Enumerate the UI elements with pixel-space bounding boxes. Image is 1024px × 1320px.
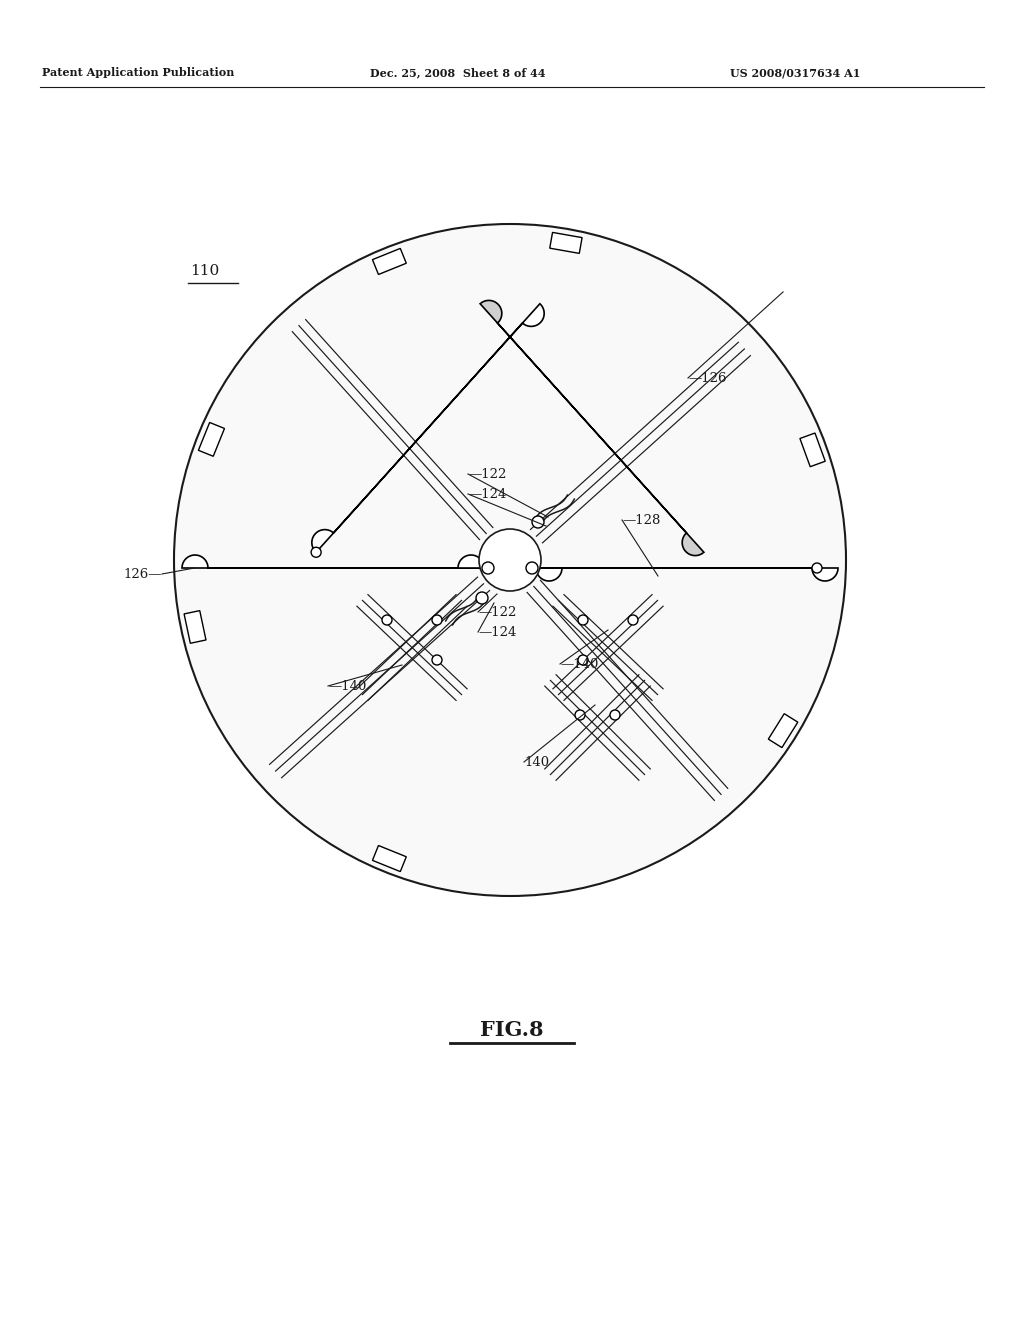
- Text: 110: 110: [190, 264, 219, 279]
- Text: —128: —128: [622, 513, 660, 527]
- Circle shape: [532, 516, 544, 528]
- Text: Patent Application Publication: Patent Application Publication: [42, 67, 234, 78]
- Polygon shape: [199, 422, 224, 457]
- Text: —122: —122: [468, 467, 507, 480]
- Polygon shape: [373, 248, 407, 275]
- Text: US 2008/0317634 A1: US 2008/0317634 A1: [730, 67, 860, 78]
- Polygon shape: [800, 433, 825, 467]
- Circle shape: [482, 562, 494, 574]
- Circle shape: [578, 655, 588, 665]
- Circle shape: [610, 710, 620, 719]
- Polygon shape: [550, 232, 582, 253]
- Text: —124: —124: [478, 626, 516, 639]
- Text: Dec. 25, 2008  Sheet 8 of 44: Dec. 25, 2008 Sheet 8 of 44: [370, 67, 546, 78]
- Text: —124: —124: [468, 487, 507, 500]
- Text: 140: 140: [524, 755, 549, 768]
- Text: —126: —126: [688, 371, 726, 384]
- Circle shape: [812, 564, 822, 573]
- Text: —140: —140: [560, 657, 598, 671]
- Polygon shape: [768, 714, 798, 747]
- Polygon shape: [312, 304, 544, 552]
- Circle shape: [174, 224, 846, 896]
- Circle shape: [479, 529, 541, 591]
- Text: FIG.8: FIG.8: [480, 1020, 544, 1040]
- Circle shape: [628, 615, 638, 624]
- Circle shape: [476, 591, 488, 605]
- Circle shape: [311, 548, 322, 557]
- Polygon shape: [184, 611, 206, 643]
- Polygon shape: [182, 554, 562, 581]
- Polygon shape: [458, 554, 838, 581]
- Circle shape: [432, 655, 442, 665]
- Polygon shape: [373, 846, 407, 871]
- Polygon shape: [480, 301, 703, 556]
- Circle shape: [575, 710, 585, 719]
- Circle shape: [382, 615, 392, 624]
- Text: —122: —122: [478, 606, 516, 619]
- Text: —140: —140: [328, 680, 367, 693]
- Circle shape: [432, 615, 442, 624]
- Circle shape: [526, 562, 538, 574]
- Text: 126—: 126—: [124, 568, 162, 581]
- Circle shape: [578, 615, 588, 624]
